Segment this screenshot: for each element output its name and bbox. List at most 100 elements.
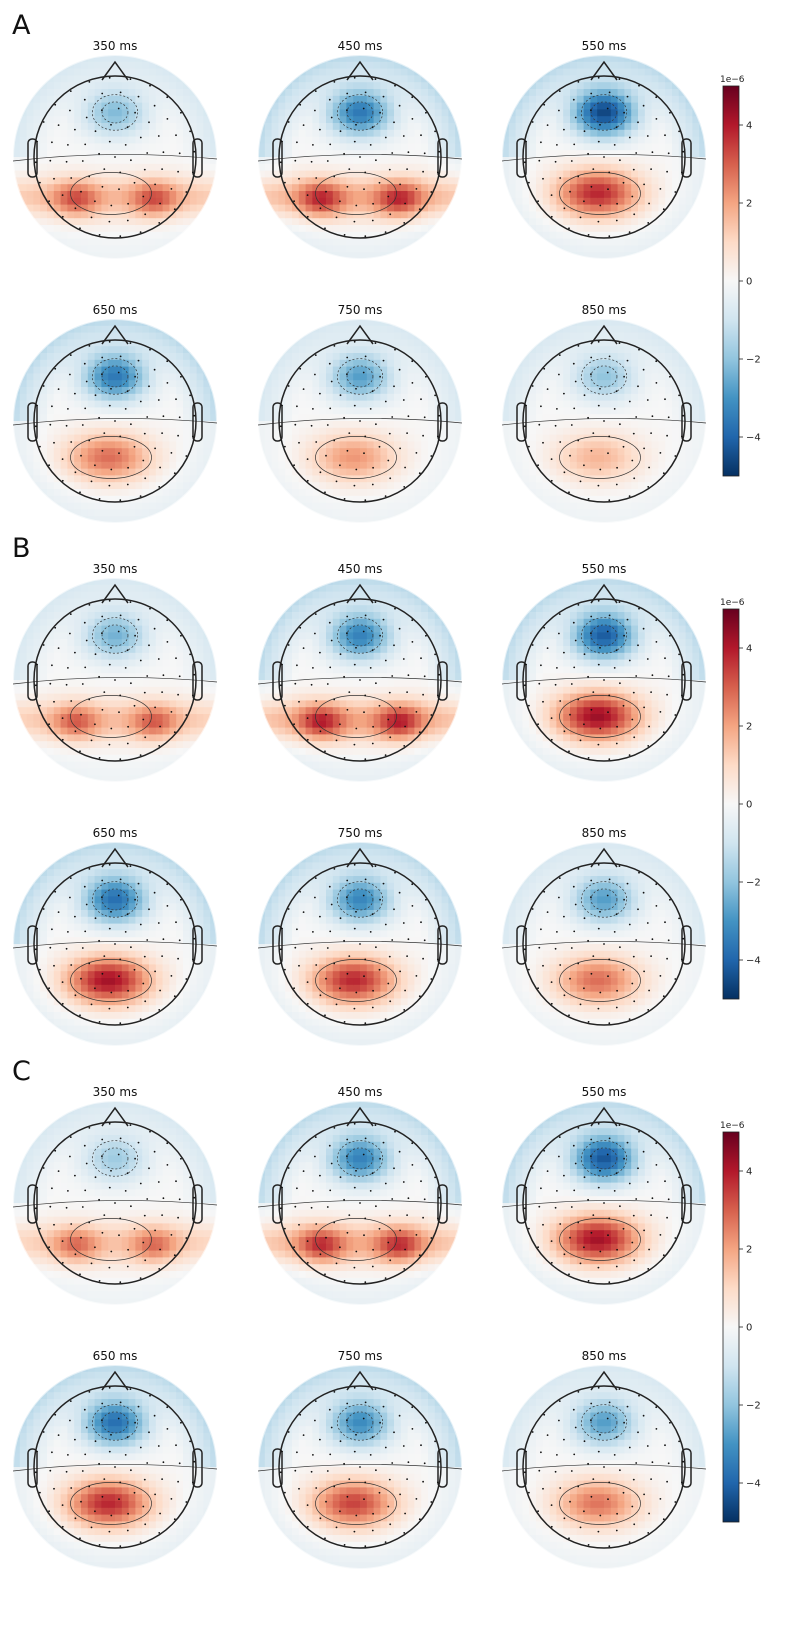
panel-letter: A <box>12 10 31 41</box>
topomap-time-label: 350 ms <box>93 39 138 53</box>
head-outline <box>516 847 692 1026</box>
contour-lines <box>12 358 218 479</box>
head-outline <box>27 1106 203 1285</box>
topomap-time-label: 750 ms <box>338 1349 383 1363</box>
contour-lines <box>12 617 218 738</box>
contour-lines <box>257 1140 463 1261</box>
electrode-sites <box>279 1386 441 1548</box>
colorbar-tick-label: 4 <box>746 1167 752 1178</box>
topomap: 650 ms <box>12 1349 218 1570</box>
topomap: 550 ms <box>501 1085 707 1306</box>
topomap-time-label: 450 ms <box>338 1085 383 1099</box>
topomap-time-label: 650 ms <box>93 303 138 317</box>
electrode-sites <box>279 863 441 1025</box>
panel-letter: B <box>12 533 31 564</box>
colorbar-tick-label: 0 <box>746 800 752 811</box>
electrode-sites <box>34 599 196 761</box>
colorbar: 1e−6 4 2 0 −2 −4 <box>720 598 761 1000</box>
topomap: 850 ms <box>501 303 707 524</box>
topomap-time-label: 850 ms <box>582 1349 627 1363</box>
contour-lines <box>257 881 463 1002</box>
electrode-sites <box>34 1386 196 1548</box>
topomap: 750 ms <box>257 1349 463 1570</box>
panel-b: B 350 ms 450 ms 550 ms 650 ms 750 ms 850 ms 1e−… <box>12 533 761 1047</box>
electrode-sites <box>523 863 685 1025</box>
panel-letter: C <box>12 1056 31 1087</box>
topomap-time-label: 550 ms <box>582 1085 627 1099</box>
topomap: 650 ms <box>12 826 218 1047</box>
electrode-sites <box>523 1386 685 1548</box>
topomap-time-label: 750 ms <box>338 303 383 317</box>
topomap: 450 ms <box>257 562 463 783</box>
topomap-time-label: 350 ms <box>93 1085 138 1099</box>
topomap-time-label: 450 ms <box>338 562 383 576</box>
head-outline <box>516 1370 692 1549</box>
topomap-time-label: 450 ms <box>338 39 383 53</box>
topomap: 650 ms <box>12 303 218 524</box>
colorbar-tick-label: 4 <box>746 644 752 655</box>
colorbar-tick-label: −2 <box>746 355 761 366</box>
colorbar-scale-label: 1e−6 <box>720 1121 745 1131</box>
electrode-sites <box>523 1122 685 1284</box>
topomap-time-label: 850 ms <box>582 826 627 840</box>
topomap-time-label: 750 ms <box>338 826 383 840</box>
contour-lines <box>501 617 707 738</box>
topomap-time-label: 650 ms <box>93 826 138 840</box>
contour-lines <box>12 1404 218 1525</box>
topomap-time-label: 550 ms <box>582 39 627 53</box>
head-outline <box>516 1106 692 1285</box>
head-outline <box>272 324 448 503</box>
contour-lines <box>501 358 707 479</box>
electrode-sites <box>523 76 685 238</box>
contour-lines <box>501 1404 707 1525</box>
head-outline <box>27 1370 203 1549</box>
contour-lines <box>12 881 218 1002</box>
colorbar-tick-label: 4 <box>746 121 752 132</box>
electrode-sites <box>34 76 196 238</box>
topomap: 350 ms <box>12 39 218 260</box>
head-outline <box>272 60 448 239</box>
topomap: 350 ms <box>12 1085 218 1306</box>
contour-lines <box>257 1404 463 1525</box>
contour-lines <box>257 617 463 738</box>
colorbar-tick-label: −4 <box>746 1479 761 1490</box>
topomap: 750 ms <box>257 826 463 1047</box>
colorbar-tick-label: 2 <box>746 199 752 210</box>
colorbar-tick-label: −2 <box>746 1401 761 1412</box>
head-outline <box>272 847 448 1026</box>
colorbar-scale-label: 1e−6 <box>720 598 745 608</box>
colorbar-scale-label: 1e−6 <box>720 75 745 85</box>
topomap: 550 ms <box>501 39 707 260</box>
contour-lines <box>12 94 218 215</box>
electrode-sites <box>34 1122 196 1284</box>
contour-lines <box>257 358 463 479</box>
electrode-sites <box>279 599 441 761</box>
topomap-time-label: 650 ms <box>93 1349 138 1363</box>
head-outline <box>27 847 203 1026</box>
topomap: 350 ms <box>12 562 218 783</box>
colorbar-tick-label: 0 <box>746 277 752 288</box>
topomap-time-label: 550 ms <box>582 562 627 576</box>
topomap-time-label: 850 ms <box>582 303 627 317</box>
contour-lines <box>501 1140 707 1261</box>
topomap: 750 ms <box>257 303 463 524</box>
head-outline <box>27 583 203 762</box>
colorbar-tick-label: 2 <box>746 722 752 733</box>
head-outline <box>516 324 692 503</box>
colorbar-tick-label: 0 <box>746 1323 752 1334</box>
head-outline <box>27 324 203 503</box>
colorbar-tick-label: −2 <box>746 878 761 889</box>
colorbar-tick-label: −4 <box>746 956 761 967</box>
electrode-sites <box>523 599 685 761</box>
contour-lines <box>12 1140 218 1261</box>
electrode-sites <box>279 340 441 502</box>
colorbar: 1e−6 4 2 0 −2 −4 <box>720 1121 761 1523</box>
topomap: 850 ms <box>501 1349 707 1570</box>
electrode-sites <box>279 76 441 238</box>
topomap: 450 ms <box>257 1085 463 1306</box>
head-outline <box>516 60 692 239</box>
panel-c: C 350 ms 450 ms 550 ms 650 ms 750 ms 850 ms 1e−… <box>12 1056 761 1570</box>
electrode-sites <box>34 863 196 1025</box>
topomap: 550 ms <box>501 562 707 783</box>
